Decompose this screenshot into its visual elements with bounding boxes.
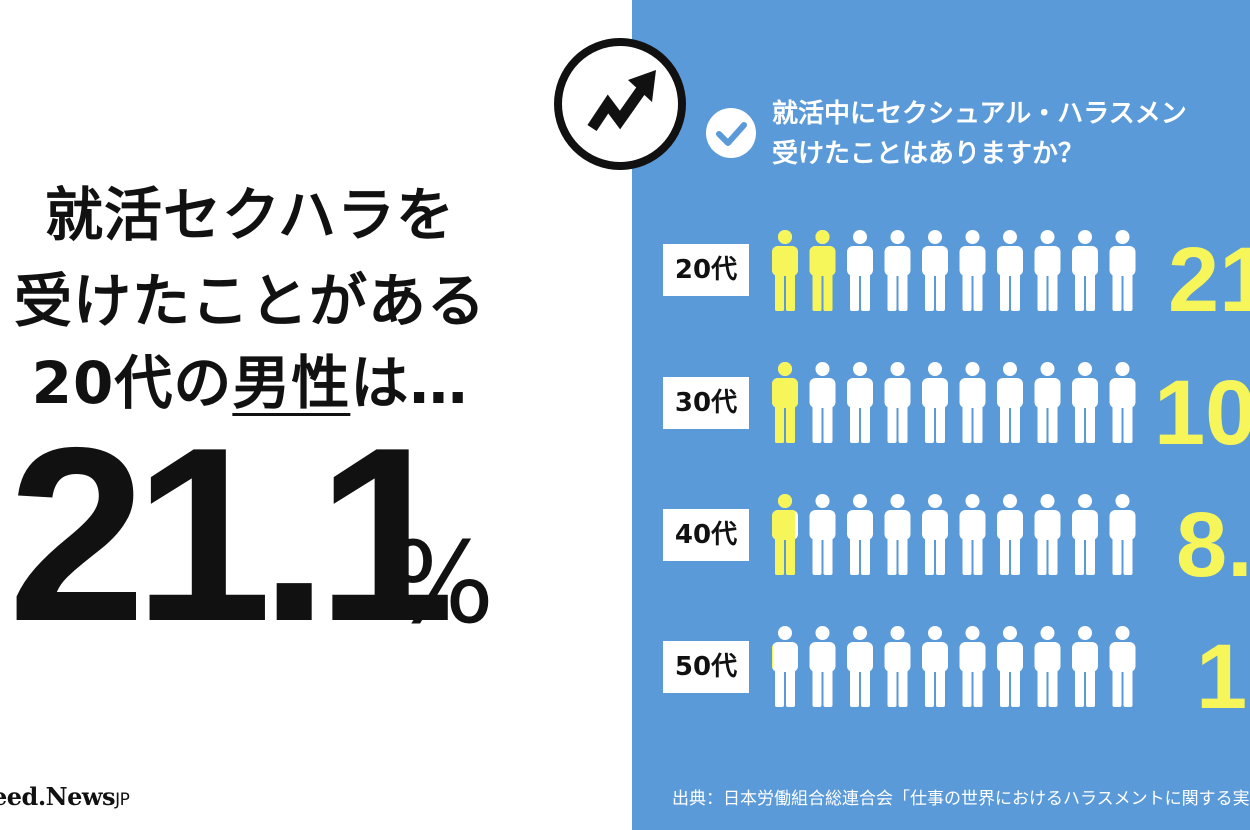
person-icon-row-4-10: [1109, 626, 1136, 707]
person-icon-row-3-6: [959, 494, 986, 575]
headline-line-2: 受けたことがある: [13, 267, 486, 335]
person-icon-row-4-7: [997, 626, 1023, 707]
category-label-50s: 50代: [663, 641, 749, 693]
headline-prefix: 20代の: [31, 349, 233, 417]
survey-question-line-1: 就活中にセクシュアル・ハラスメン: [772, 99, 1187, 129]
category-label-20s: 20代: [663, 244, 749, 296]
person-icon-row-4-2: [809, 626, 836, 707]
person-icon-row-1-9: [1072, 230, 1098, 311]
person-icon-row-2-8: [1034, 362, 1061, 443]
person-icon-row-2-7: [997, 362, 1023, 443]
person-icon-row-2-2: [809, 362, 836, 443]
value-label-50s: 1.: [1196, 626, 1250, 728]
survey-question: 就活中にセクシュアル・ハラスメン 受けたことはありますか？: [772, 94, 1187, 174]
person-icon-row-3-5: [922, 494, 948, 575]
category-label-30s: 30代: [663, 377, 749, 429]
person-icon-row-1-10: [1109, 230, 1136, 311]
category-label-40s: 40代: [663, 509, 749, 561]
survey-question-line-2: 受けたことはありますか？: [772, 139, 1085, 169]
person-icon-row-1-2: [809, 230, 836, 311]
person-icon-row-2-5: [922, 362, 948, 443]
brand-logo: eed.NewsJP: [0, 782, 130, 811]
person-icon-row-4-5: [922, 626, 948, 707]
person-icon-row-4-6: [959, 626, 986, 707]
person-icon-row-4-3: [847, 626, 873, 707]
person-icon-row-3-1: [772, 494, 798, 575]
left-panel: 就活セクハラを 受けたことがある 20代の男性は… 21.1 % eed.New…: [0, 181, 500, 811]
source-note: 出典：日本労働組合総連合会「仕事の世界におけるハラスメントに関する実: [672, 789, 1250, 809]
headline-line-1: 就活セクハラを: [44, 181, 456, 249]
person-icon-row-2-4: [884, 362, 911, 443]
value-label-40s: 8.: [1176, 494, 1250, 596]
person-icon-row-2-3: [847, 362, 873, 443]
person-icon-row-4-1: [772, 626, 798, 707]
person-icon-row-1-8: [1034, 230, 1061, 311]
trend-arrow-icon: [554, 38, 686, 170]
person-icon-row-4-8: [1034, 626, 1061, 707]
person-icon-row-1-1: [772, 230, 798, 311]
person-icon-row-3-7: [997, 494, 1023, 575]
check-circle-icon: [706, 108, 756, 158]
person-icon-row-1-5: [922, 230, 948, 311]
person-icon-row-3-3: [847, 494, 873, 575]
big-percentage: 21.1: [8, 395, 455, 673]
person-icon-row-1-3: [847, 230, 873, 311]
person-icon-row-2-9: [1072, 362, 1098, 443]
person-icon-row-1-4: [884, 230, 911, 311]
value-label-30s: 10.: [1154, 362, 1250, 464]
brand-logo-text: eed.News: [0, 782, 116, 811]
person-icon-row-3-10: [1109, 494, 1136, 575]
person-icon-row-4-4: [884, 626, 911, 707]
person-icon-row-2-6: [959, 362, 986, 443]
person-icon-row-1-6: [959, 230, 986, 311]
headline-emphasis: 男性: [232, 349, 351, 417]
headline-line-3: 20代の男性は…: [0, 336, 500, 420]
person-icon-row-2-10: [1109, 362, 1136, 443]
headline-suffix: は…: [350, 349, 469, 417]
brand-logo-suffix: JP: [115, 790, 130, 810]
person-icon-row-3-2: [809, 494, 836, 575]
person-icon-row-4-9: [1072, 626, 1098, 707]
big-percentage-unit: %: [388, 519, 495, 649]
value-label-20s: 21: [1168, 229, 1250, 331]
person-icon-row-3-8: [1034, 494, 1061, 575]
person-icon-row-3-4: [884, 494, 911, 575]
person-icon-row-1-7: [997, 230, 1023, 311]
person-icon-row-2-1: [772, 362, 798, 443]
person-icon-row-3-9: [1072, 494, 1098, 575]
